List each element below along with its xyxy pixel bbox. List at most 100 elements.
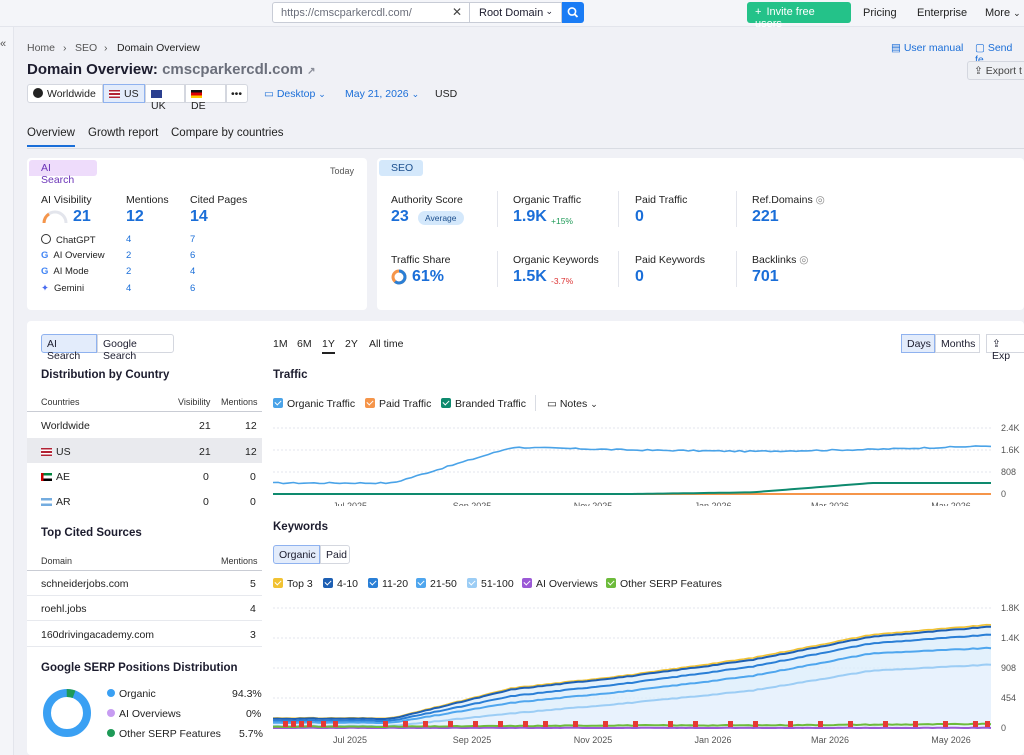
country-mentions[interactable]: 0 [250, 471, 256, 483]
kw-seg-organic[interactable]: Organic [273, 545, 320, 564]
keywords-chart[interactable]: 1.8K 1.4K 908 454 0 Jul 2025 Sep 2025 Nov 2025 J… [273, 600, 1024, 745]
seg-ai-search[interactable]: AI Search [41, 334, 97, 362]
period-1y[interactable]: 1Y [322, 338, 335, 354]
device-select[interactable]: ▭ Desktop ⌄ [264, 88, 326, 100]
kw-seg-paid[interactable]: Paid [320, 545, 350, 564]
backlinks-value[interactable]: 701 [752, 268, 779, 285]
country-mentions[interactable]: 12 [245, 446, 257, 458]
authority-score-value[interactable]: 23 [391, 208, 409, 225]
seo-pill: SEO [379, 160, 423, 176]
granularity-months[interactable]: Months [935, 334, 980, 353]
title-domain[interactable]: cmscparkercdl.com [162, 61, 303, 78]
divider [497, 191, 498, 227]
source-mentions[interactable]: 2 [126, 266, 132, 277]
ai-visibility-value[interactable]: 21 [73, 208, 91, 225]
source-domain-mentions[interactable]: 4 [250, 603, 256, 615]
series-area-51-100 [273, 664, 991, 728]
db-uk-button[interactable]: UK [145, 84, 185, 112]
db-de-button[interactable]: DE [185, 84, 226, 112]
breadcrumb-seo[interactable]: SEO [75, 42, 98, 54]
db-more-button[interactable]: ••• [226, 84, 248, 103]
db-worldwide-button[interactable]: Worldwide [27, 84, 103, 103]
legend-organic-traffic[interactable]: Organic Traffic [273, 398, 355, 410]
legend-paid-traffic[interactable]: Paid Traffic [365, 398, 431, 410]
notes-dropdown[interactable]: ▭ Notes ⌄ [547, 398, 598, 410]
root-domain-select[interactable]: Root Domain ⌄ [470, 2, 562, 23]
legend-21-50[interactable]: 21-50 [416, 578, 457, 590]
note-flag-icon [883, 721, 888, 727]
note-flag-icon [307, 721, 312, 727]
legend-51-100[interactable]: 51-100 [467, 578, 514, 590]
organic-traffic-value[interactable]: 1.9K [513, 208, 547, 225]
send-feedback-link[interactable]: ▢ Send fe [975, 42, 1024, 66]
checkbox-icon [467, 578, 477, 588]
x-tick-label: Sep 2025 [453, 501, 492, 506]
source-name: AI Overview [53, 250, 105, 261]
organic-keywords-value[interactable]: 1.5K [513, 268, 547, 285]
chevron-down-icon: ⌄ [590, 399, 598, 409]
domain-search-input[interactable]: https://cmscparkercdl.com/ [272, 2, 470, 23]
legend-branded-traffic[interactable]: Branded Traffic [441, 398, 526, 410]
tab-overview[interactable]: Overview [27, 127, 75, 147]
period-1m[interactable]: 1M [273, 338, 288, 350]
period-all-time[interactable]: All time [369, 338, 404, 350]
chevron-down-icon: ⌄ [1013, 8, 1021, 18]
pricing-link[interactable]: Pricing [863, 7, 897, 19]
breadcrumb-current: Domain Overview [117, 42, 200, 54]
table-row-selected[interactable] [27, 438, 262, 463]
tab-compare-countries[interactable]: Compare by countries [171, 127, 284, 139]
source-domain-mentions[interactable]: 5 [250, 578, 256, 590]
note-flag-icon [333, 721, 338, 727]
source-domain[interactable]: 160drivingacademy.com [41, 629, 155, 641]
legend-11-20[interactable]: 11-20 [368, 578, 408, 590]
traffic-share-value[interactable]: 61% [412, 268, 445, 285]
clear-input-icon[interactable]: ✕ [452, 5, 463, 19]
seo-card [377, 158, 1024, 310]
source-cited[interactable]: 6 [190, 250, 196, 261]
traffic-plot: 2.4K 1.6K 808 0 Jul 2025 Sep 2025 Nov 2025 Jan … [273, 423, 1020, 506]
export-button[interactable]: ⇪ Export t [967, 61, 1024, 80]
paid-keywords-value[interactable]: 0 [635, 268, 644, 285]
legend-ai-overviews[interactable]: AI Overviews [522, 578, 598, 590]
search-button[interactable] [562, 2, 584, 23]
root-domain-label: Root Domain [479, 7, 544, 19]
invite-users-button[interactable]: + Invite free users [747, 2, 851, 30]
breadcrumb-home[interactable]: Home [27, 42, 56, 54]
checkbox-icon [441, 398, 451, 408]
tab-growth-report[interactable]: Growth report [88, 127, 159, 139]
mentions-value[interactable]: 12 [126, 208, 144, 225]
source-cited[interactable]: 7 [190, 234, 196, 245]
organic-keywords-label: Organic Keywords [513, 254, 599, 266]
granularity-days[interactable]: Days [901, 334, 935, 353]
country-visibility: 0 [203, 471, 209, 483]
source-domain[interactable]: roehl.jobs [41, 603, 87, 615]
ref-domains-value[interactable]: 221 [752, 208, 779, 225]
external-link-icon[interactable]: ↗ [307, 66, 316, 77]
cited-pages-value[interactable]: 14 [190, 208, 208, 225]
period-2y[interactable]: 2Y [345, 338, 358, 350]
seg-google-search[interactable]: Google Search [97, 334, 174, 362]
country-mentions[interactable]: 0 [250, 496, 256, 508]
enterprise-link[interactable]: Enterprise [917, 7, 968, 19]
legend-other-serp[interactable]: Other SERP Features [606, 578, 722, 590]
paid-traffic-value[interactable]: 0 [635, 208, 644, 225]
traffic-chart[interactable]: 2.4K 1.6K 808 0 Jul 2025 Sep 2025 Nov 2025 Jan … [273, 420, 1024, 506]
db-us-button[interactable]: US [103, 84, 145, 103]
collapse-sidebar-icon[interactable]: « [0, 38, 7, 50]
source-mentions[interactable]: 4 [126, 283, 132, 294]
legend-4-10[interactable]: 4-10 [323, 578, 358, 590]
source-cited[interactable]: 4 [190, 266, 196, 277]
date-select[interactable]: May 21, 2026 ⌄ [345, 88, 419, 100]
period-6m[interactable]: 6M [297, 338, 312, 350]
source-domain-mentions[interactable]: 3 [250, 629, 256, 641]
source-mentions[interactable]: 2 [126, 250, 132, 261]
authority-score-label: Authority Score [391, 194, 463, 206]
source-domain[interactable]: schneiderjobs.com [41, 578, 129, 590]
source-mentions[interactable]: 4 [126, 234, 132, 245]
country-mentions[interactable]: 12 [245, 420, 257, 432]
chart-export-button[interactable]: ⇪ Exp [986, 334, 1024, 362]
user-manual-link[interactable]: ▤ User manual [891, 42, 963, 54]
source-cited[interactable]: 6 [190, 283, 196, 294]
more-menu[interactable]: More ⌄ [985, 7, 1021, 19]
legend-top3[interactable]: Top 3 [273, 578, 313, 590]
